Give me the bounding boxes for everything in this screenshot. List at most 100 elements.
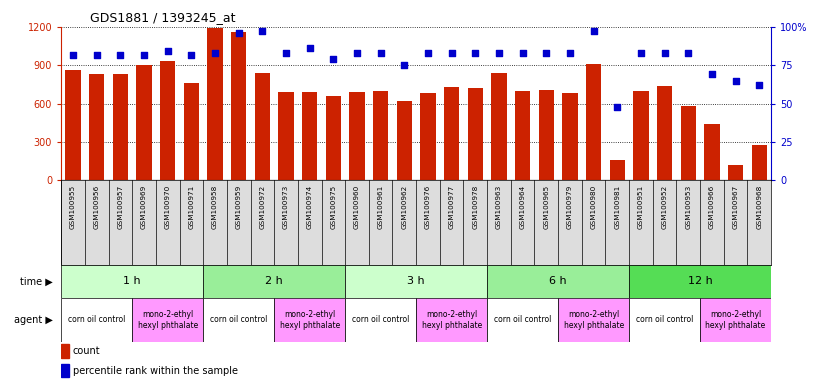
Bar: [515, 91, 530, 180]
Bar: [681, 106, 696, 180]
Bar: [160, 61, 175, 180]
Bar: [487, 298, 558, 342]
Bar: [487, 265, 629, 298]
Bar: [610, 160, 625, 180]
Text: GSM100971: GSM100971: [188, 185, 194, 229]
Text: GSM100952: GSM100952: [662, 185, 667, 229]
Text: GSM100963: GSM100963: [496, 185, 502, 229]
Bar: [558, 298, 629, 342]
Bar: [274, 298, 345, 342]
Text: mono-2-ethyl
hexyl phthalate: mono-2-ethyl hexyl phthalate: [564, 310, 623, 330]
Text: corn oil control: corn oil control: [210, 315, 268, 324]
Bar: [113, 74, 128, 180]
Point: [303, 45, 316, 51]
Point: [587, 28, 600, 35]
Text: GSM100970: GSM100970: [165, 185, 171, 229]
Point: [397, 62, 410, 68]
Bar: [345, 265, 487, 298]
Point: [516, 50, 529, 56]
Text: time ▶: time ▶: [20, 276, 52, 286]
Point: [279, 50, 292, 56]
Point: [634, 50, 647, 56]
Text: GSM100974: GSM100974: [307, 185, 313, 229]
Bar: [326, 96, 341, 180]
Bar: [345, 298, 416, 342]
Text: GSM100972: GSM100972: [259, 185, 265, 229]
Text: mono-2-ethyl
hexyl phthalate: mono-2-ethyl hexyl phthalate: [138, 310, 197, 330]
Bar: [373, 91, 388, 180]
Text: GSM100957: GSM100957: [118, 185, 123, 229]
Bar: [184, 83, 199, 180]
Bar: [278, 92, 294, 180]
Text: 3 h: 3 h: [407, 276, 425, 286]
Text: GSM100979: GSM100979: [567, 185, 573, 229]
Bar: [203, 265, 345, 298]
Point: [563, 50, 576, 56]
Text: agent ▶: agent ▶: [14, 314, 52, 325]
Text: GSM100967: GSM100967: [733, 185, 738, 229]
Text: GSM100975: GSM100975: [330, 185, 336, 229]
Text: GSM100968: GSM100968: [756, 185, 762, 229]
Bar: [61, 265, 203, 298]
Bar: [700, 298, 771, 342]
Text: GSM100953: GSM100953: [685, 185, 691, 229]
Bar: [586, 64, 601, 180]
Point: [137, 51, 150, 58]
Bar: [231, 32, 246, 180]
Text: GSM100966: GSM100966: [709, 185, 715, 229]
Bar: [397, 101, 412, 180]
Text: GSM100973: GSM100973: [283, 185, 289, 229]
Text: corn oil control: corn oil control: [636, 315, 694, 324]
Bar: [420, 93, 436, 180]
Text: GSM100969: GSM100969: [141, 185, 147, 229]
Point: [161, 48, 174, 55]
Bar: [207, 28, 223, 180]
Bar: [752, 145, 767, 180]
Text: GSM100961: GSM100961: [378, 185, 384, 229]
Text: 6 h: 6 h: [549, 276, 567, 286]
Text: corn oil control: corn oil control: [352, 315, 410, 324]
Bar: [61, 364, 69, 377]
Bar: [61, 344, 69, 358]
Bar: [132, 298, 203, 342]
Text: percentile rank within the sample: percentile rank within the sample: [73, 366, 237, 376]
Bar: [704, 124, 720, 180]
Text: GSM100962: GSM100962: [401, 185, 407, 229]
Text: GSM100964: GSM100964: [520, 185, 526, 229]
Point: [374, 50, 387, 56]
Text: mono-2-ethyl
hexyl phthalate: mono-2-ethyl hexyl phthalate: [706, 310, 765, 330]
Point: [184, 51, 197, 58]
Point: [492, 50, 505, 56]
Text: GSM100981: GSM100981: [614, 185, 620, 229]
Text: GSM100958: GSM100958: [212, 185, 218, 229]
Bar: [629, 265, 771, 298]
Bar: [468, 88, 483, 180]
Bar: [728, 165, 743, 180]
Bar: [444, 87, 459, 180]
Bar: [416, 298, 487, 342]
Point: [66, 51, 80, 58]
Point: [681, 50, 694, 56]
Point: [610, 104, 623, 110]
Bar: [89, 74, 104, 180]
Point: [326, 56, 339, 62]
Point: [113, 51, 127, 58]
Point: [539, 50, 552, 56]
Text: GSM100977: GSM100977: [449, 185, 455, 229]
Bar: [65, 70, 81, 180]
Bar: [657, 86, 672, 180]
Text: corn oil control: corn oil control: [494, 315, 552, 324]
Bar: [302, 92, 317, 180]
Point: [421, 50, 434, 56]
Point: [752, 82, 765, 88]
Point: [468, 50, 481, 56]
Text: 1 h: 1 h: [123, 276, 141, 286]
Point: [90, 51, 103, 58]
Text: 12 h: 12 h: [688, 276, 712, 286]
Bar: [562, 93, 578, 180]
Point: [658, 50, 671, 56]
Point: [729, 78, 742, 84]
Point: [255, 28, 268, 35]
Text: GSM100959: GSM100959: [236, 185, 242, 229]
Text: GSM100980: GSM100980: [591, 185, 596, 229]
